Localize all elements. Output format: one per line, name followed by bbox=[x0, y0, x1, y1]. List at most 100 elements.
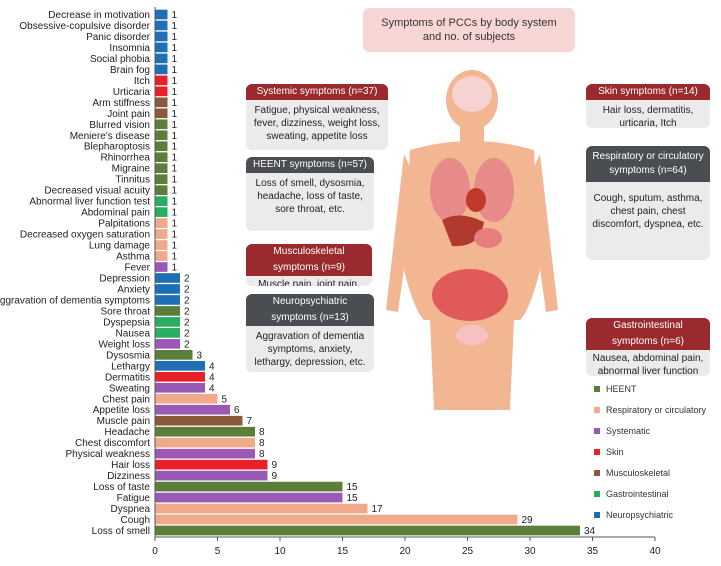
annotation-systemic-head: Systemic symptoms (n=37) bbox=[246, 84, 388, 100]
category-label: Dysosmia bbox=[106, 350, 150, 361]
category-label: Joint pain bbox=[107, 109, 150, 120]
legend-swatch bbox=[594, 386, 600, 392]
value-label: 1 bbox=[172, 10, 178, 21]
annotation-systemic-body: Fatigue, physical weakness, fever, dizzi… bbox=[246, 100, 388, 147]
value-label: 4 bbox=[209, 361, 215, 372]
category-label: Chest pain bbox=[102, 394, 150, 405]
legend-swatch bbox=[594, 512, 600, 518]
category-label: Weight loss bbox=[98, 339, 150, 350]
category-label: Asthma bbox=[116, 252, 150, 263]
bar bbox=[155, 515, 518, 525]
value-label: 1 bbox=[172, 65, 178, 76]
annotation-heent-head: HEENT symptoms (n=57) bbox=[246, 157, 374, 173]
bar bbox=[155, 10, 168, 20]
category-label: Abdominal pain bbox=[81, 208, 150, 219]
bar bbox=[155, 427, 255, 437]
bar bbox=[155, 76, 168, 86]
annotation-gastrointestinal: Gastrointestinal symptoms (n=6) Nausea, … bbox=[586, 318, 710, 376]
value-label: 29 bbox=[522, 515, 534, 526]
x-tick-label: 15 bbox=[337, 546, 349, 557]
bar bbox=[155, 526, 580, 536]
bar bbox=[155, 273, 180, 283]
category-label: Depression bbox=[99, 273, 150, 284]
bar bbox=[155, 240, 168, 250]
value-label: 1 bbox=[172, 263, 178, 274]
value-label: 15 bbox=[347, 482, 359, 493]
value-label: 1 bbox=[172, 142, 178, 153]
value-label: 2 bbox=[184, 306, 190, 317]
bar bbox=[155, 328, 180, 338]
annotation-respiratory-body: Cough, sputum, asthma, chest pain, chest… bbox=[586, 182, 710, 235]
category-label: Blepharoptosis bbox=[84, 142, 150, 153]
bar bbox=[155, 196, 168, 206]
chart-title-line2: and no. of subjects bbox=[363, 30, 575, 44]
annotation-gastrointestinal-head: Gastrointestinal symptoms (n=6) bbox=[586, 318, 710, 350]
category-label: Urticaria bbox=[113, 87, 151, 98]
annotation-neuropsychiatric-body: Aggravation of dementia symptoms, anxiet… bbox=[246, 326, 374, 372]
bar bbox=[155, 163, 168, 173]
human-body-illustration bbox=[380, 70, 560, 410]
bar bbox=[155, 43, 168, 53]
category-label: Nausea bbox=[116, 328, 151, 339]
annotation-neuropsychiatric-head: Neuropsychiatric symptoms (n=13) bbox=[246, 294, 374, 326]
bar bbox=[155, 119, 168, 129]
annotation-skin: Skin symptoms (n=14) Hair loss, dermatit… bbox=[586, 84, 710, 128]
legend-swatch bbox=[594, 428, 600, 434]
value-label: 1 bbox=[172, 175, 178, 186]
annotation-systemic: Systemic symptoms (n=37) Fatigue, physic… bbox=[246, 84, 388, 150]
category-label: Brain fog bbox=[110, 65, 150, 76]
bar bbox=[155, 218, 168, 228]
category-label: Fever bbox=[124, 263, 150, 274]
value-label: 1 bbox=[172, 153, 178, 164]
category-label: Muscle pain bbox=[97, 416, 150, 427]
category-label: Aggravation of dementia symptoms bbox=[0, 295, 150, 306]
value-label: 1 bbox=[172, 164, 178, 175]
legend-label: Respiratory or circulatory bbox=[606, 405, 707, 415]
category-label: Lethargy bbox=[111, 361, 150, 372]
category-label: Abnormal liver function test bbox=[29, 197, 150, 208]
category-label: Itch bbox=[134, 76, 150, 87]
value-label: 2 bbox=[184, 284, 190, 295]
value-label: 1 bbox=[172, 76, 178, 87]
category-label: Headache bbox=[104, 427, 150, 438]
value-label: 1 bbox=[172, 208, 178, 219]
bar bbox=[155, 262, 168, 272]
bar bbox=[155, 251, 168, 261]
annotation-musculoskeletal: Musculoskeletal symptoms (n=9) Muscle pa… bbox=[246, 244, 372, 286]
category-label: Migraine bbox=[112, 164, 151, 175]
value-label: 1 bbox=[172, 21, 178, 32]
legend-label: HEENT bbox=[606, 384, 637, 394]
value-label: 1 bbox=[172, 197, 178, 208]
bar bbox=[155, 21, 168, 31]
x-tick-label: 25 bbox=[462, 546, 474, 557]
annotation-heent-body: Loss of smell, dysosmia, headache, loss … bbox=[246, 173, 374, 220]
value-label: 9 bbox=[272, 460, 278, 471]
value-label: 8 bbox=[259, 449, 265, 460]
bar bbox=[155, 482, 343, 492]
bar bbox=[155, 54, 168, 64]
value-label: 1 bbox=[172, 43, 178, 54]
bar bbox=[155, 284, 180, 294]
value-label: 6 bbox=[234, 405, 240, 416]
category-label: Social phobia bbox=[90, 54, 150, 65]
category-label: Dermatitis bbox=[105, 372, 150, 383]
bar bbox=[155, 185, 168, 195]
value-label: 2 bbox=[184, 339, 190, 350]
category-label: Sweating bbox=[109, 383, 150, 394]
bar bbox=[155, 471, 268, 481]
category-label: Hair loss bbox=[111, 460, 150, 471]
x-tick-label: 40 bbox=[649, 546, 661, 557]
category-label: Chest discomfort bbox=[75, 438, 150, 449]
x-tick-label: 20 bbox=[399, 546, 411, 557]
category-label: Loss of smell bbox=[92, 526, 150, 537]
category-label: Dyspepsia bbox=[103, 317, 150, 328]
x-tick-label: 30 bbox=[524, 546, 536, 557]
value-label: 8 bbox=[259, 438, 265, 449]
x-tick-label: 35 bbox=[587, 546, 599, 557]
value-label: 1 bbox=[172, 54, 178, 65]
value-label: 15 bbox=[347, 493, 359, 504]
legend-label: Systematic bbox=[606, 426, 651, 436]
category-label: Decrease in motivation bbox=[48, 10, 150, 21]
value-label: 34 bbox=[584, 526, 596, 537]
annotation-neuropsychiatric: Neuropsychiatric symptoms (n=13) Aggrava… bbox=[246, 294, 374, 372]
